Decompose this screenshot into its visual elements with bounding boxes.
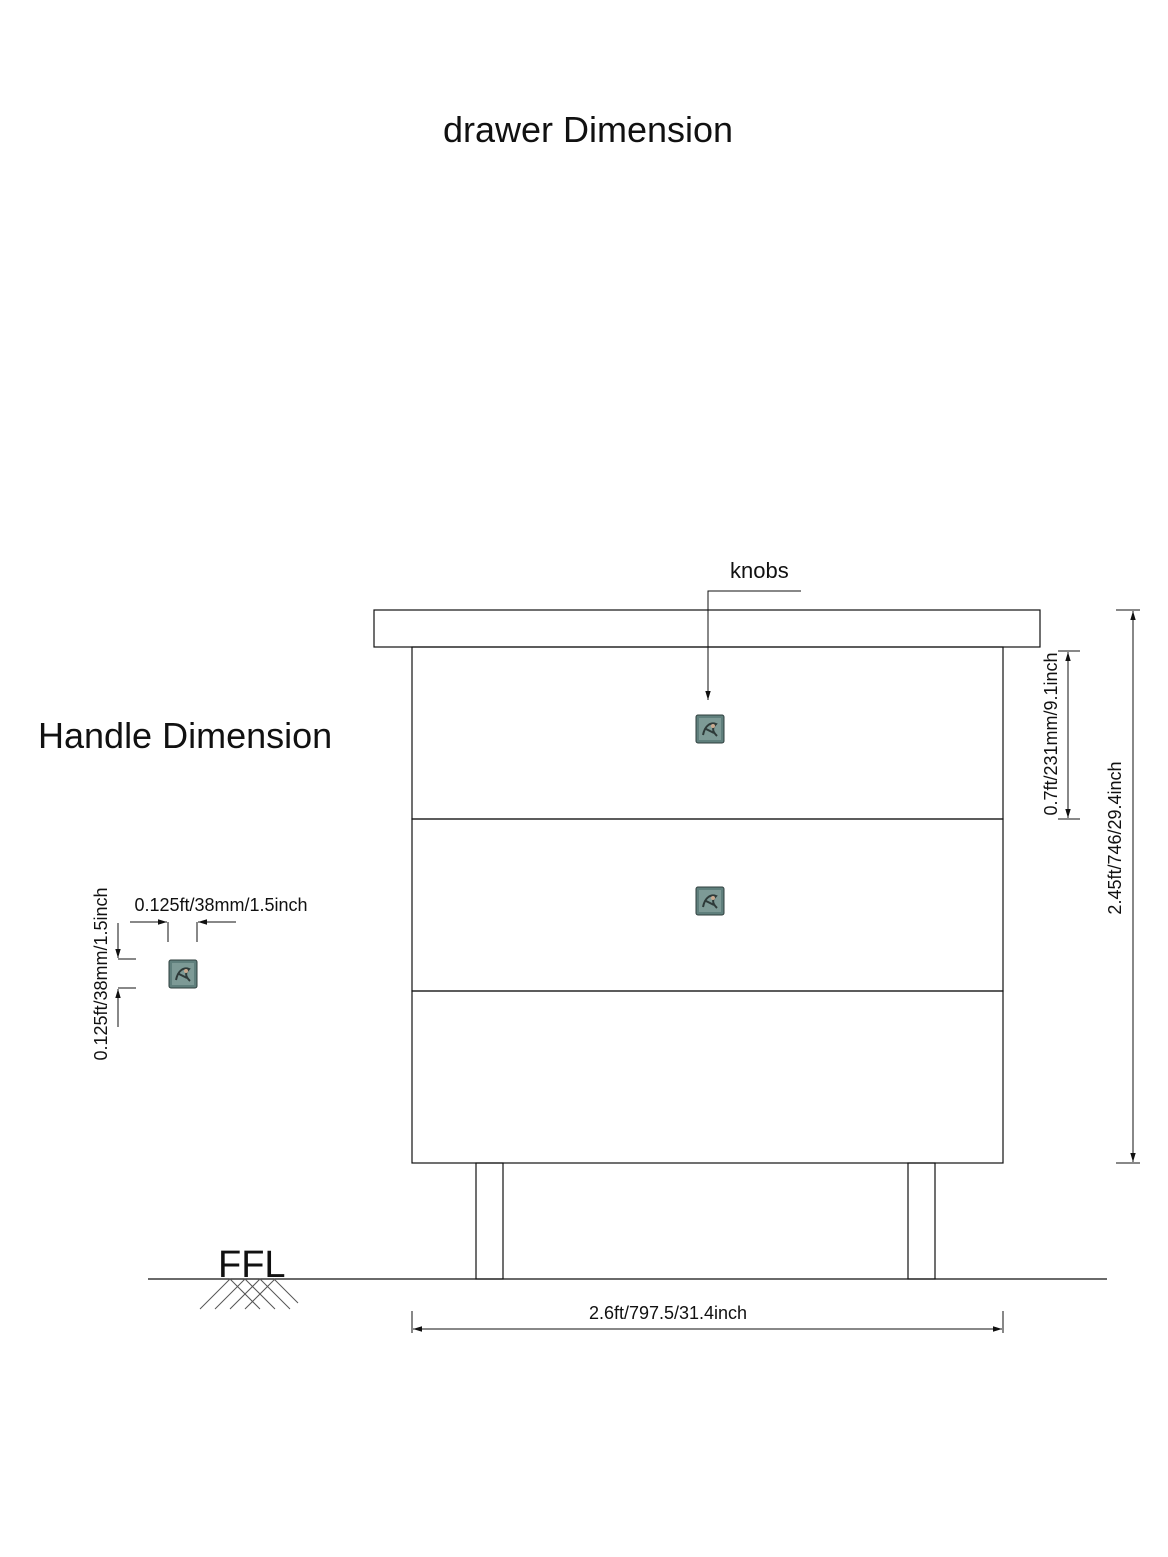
leg-left — [475, 1162, 504, 1280]
ffl-label: FFL — [218, 1244, 286, 1286]
knob-top-drawer — [695, 714, 725, 744]
knob-middle-drawer — [695, 886, 725, 916]
handle-width-dimension — [130, 919, 236, 942]
overall-width-label: 2.6ft/797.5/31.4inch — [589, 1303, 747, 1323]
knobs-leader — [705, 590, 801, 700]
drawer-height-dimension — [1058, 650, 1080, 820]
width-dimension — [411, 1311, 1004, 1333]
handle-width-label: 0.125ft/38mm/1.5inch — [134, 895, 307, 915]
knobs-label: knobs — [730, 558, 789, 583]
page-title: drawer Dimension — [443, 109, 733, 150]
drawer-height-label: 0.7ft/231mm/9.1inch — [1041, 652, 1061, 815]
height-dimension — [1116, 609, 1140, 1164]
overall-height-label: 2.45ft/746/29.4inch — [1105, 761, 1125, 914]
handle-detail-knob — [168, 959, 198, 989]
leg-right — [907, 1162, 936, 1280]
handle-height-label: 0.125ft/38mm/1.5inch — [91, 887, 111, 1060]
drawer-3 — [411, 990, 1004, 1164]
handle-height-dimension — [115, 923, 136, 1027]
ground-hatch — [199, 1278, 299, 1310]
cabinet-top — [373, 609, 1041, 648]
cabinet — [373, 609, 1041, 1280]
handle-dimension-heading: Handle Dimension — [38, 715, 332, 756]
